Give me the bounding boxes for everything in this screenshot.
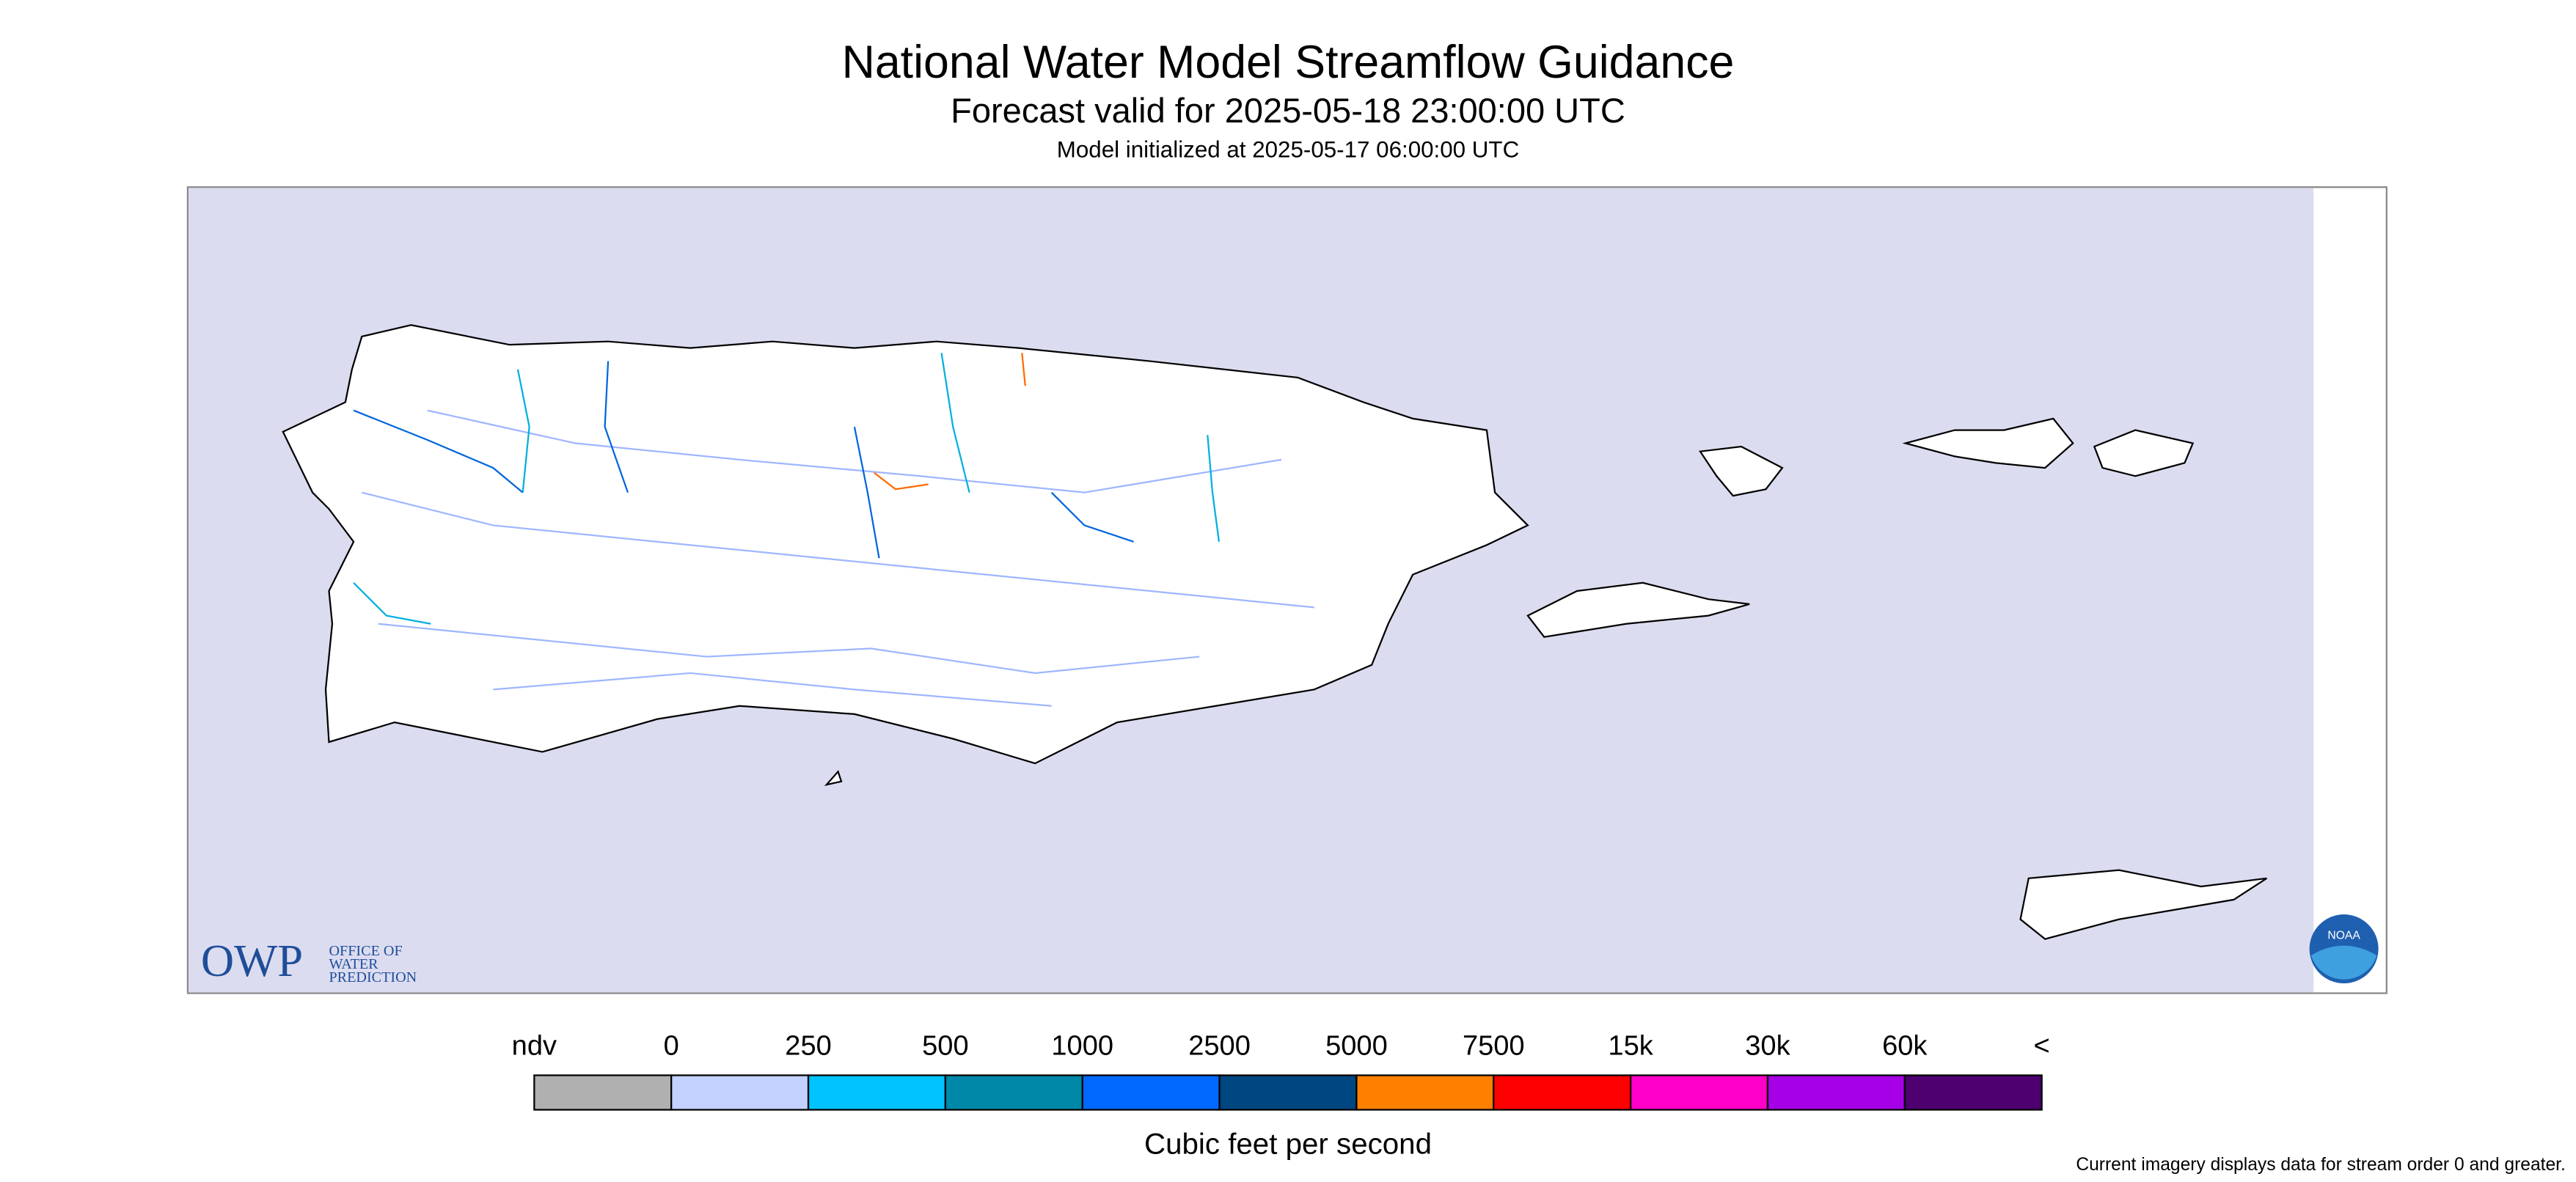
legend-swatch bbox=[1081, 1074, 1221, 1111]
stream-250 bbox=[353, 353, 1221, 625]
legend-unit: Cubic feet per second bbox=[1144, 1127, 1432, 1160]
noaa-text: NOAA bbox=[2327, 929, 2360, 941]
init-time: Model initialized at 2025-05-17 06:00:00… bbox=[1057, 136, 1519, 162]
caja-de-muertos bbox=[824, 770, 843, 787]
minor-streams bbox=[361, 409, 1314, 707]
legend-label: 60k bbox=[1882, 1030, 1928, 1061]
land bbox=[282, 324, 2267, 940]
legend-swatch bbox=[807, 1074, 947, 1111]
st-john bbox=[2093, 429, 2195, 477]
legend-swatch bbox=[533, 1074, 673, 1111]
puerto-rico bbox=[282, 324, 1529, 765]
stream-1000 bbox=[353, 361, 1134, 559]
legend-label: 30k bbox=[1745, 1030, 1790, 1061]
owp-line: PREDICTION bbox=[329, 969, 417, 985]
legend-label: 500 bbox=[922, 1030, 968, 1061]
legend-label: 2500 bbox=[1188, 1030, 1251, 1061]
legend-swatch bbox=[944, 1074, 1083, 1111]
legend-label: 1000 bbox=[1051, 1030, 1113, 1061]
legend-label: 0 bbox=[664, 1030, 679, 1061]
legend-swatch bbox=[1493, 1074, 1632, 1111]
legend-swatch bbox=[1629, 1074, 1769, 1111]
noaa-wave bbox=[2310, 945, 2377, 980]
legend-label: 250 bbox=[785, 1030, 831, 1061]
legend-swatch bbox=[1355, 1074, 1495, 1111]
legend-label: ndv bbox=[512, 1030, 557, 1061]
legend-label: 5000 bbox=[1325, 1030, 1388, 1061]
st-thomas bbox=[1902, 417, 2074, 469]
legend-swatch bbox=[1903, 1074, 2043, 1111]
legend-swatch bbox=[1766, 1074, 1906, 1111]
rivers bbox=[353, 353, 1314, 707]
culebra bbox=[1699, 445, 1784, 497]
st-croix bbox=[2019, 869, 2267, 940]
subtitle: Forecast valid for 2025-05-18 23:00:00 U… bbox=[951, 91, 1625, 130]
legend-label: 15k bbox=[1608, 1030, 1653, 1061]
footnote: Current imagery displays data for stream… bbox=[2076, 1155, 2566, 1175]
title: National Water Model Streamflow Guidance bbox=[842, 37, 1735, 88]
vieques bbox=[1526, 581, 1750, 638]
legend: ndv 0 250 500 1000 2500 5000 7500 15k 30k 60k < bbox=[512, 1030, 2050, 1111]
legend-label: < bbox=[2034, 1030, 2050, 1061]
legend-swatch bbox=[670, 1074, 810, 1111]
legend-swatch bbox=[1218, 1074, 1358, 1111]
owp-line: WATER bbox=[329, 956, 378, 972]
stream-5000 bbox=[874, 353, 1026, 491]
legend-label: 7500 bbox=[1463, 1030, 1525, 1061]
owp-line: OFFICE OF bbox=[329, 943, 402, 959]
owp-logo: OWP bbox=[201, 935, 303, 986]
